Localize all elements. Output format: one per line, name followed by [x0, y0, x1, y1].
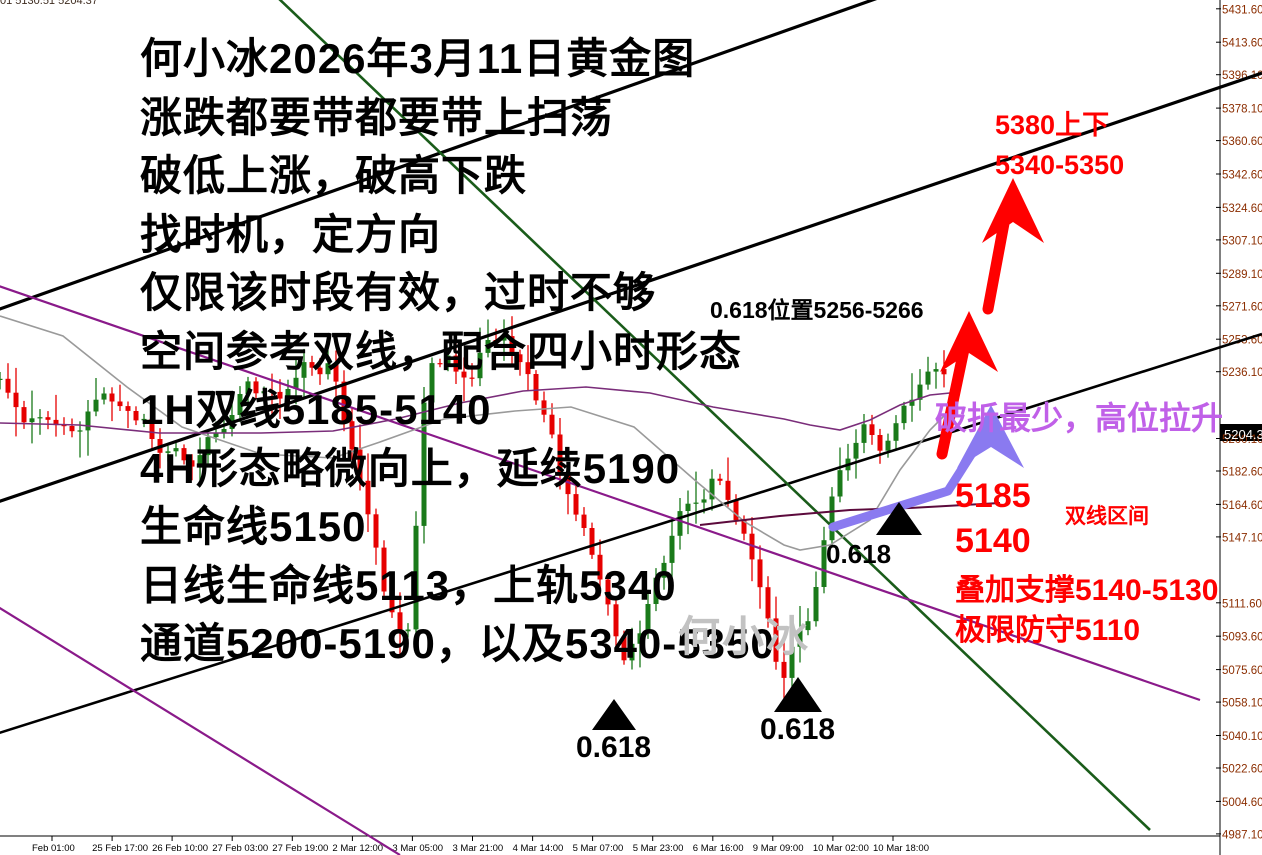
svg-text:5378.10: 5378.10	[1222, 104, 1262, 116]
svg-text:5004.60: 5004.60	[1222, 797, 1262, 809]
svg-text:10 Mar 02:00: 10 Mar 02:00	[813, 843, 869, 854]
svg-text:6 Mar 16:00: 6 Mar 16:00	[693, 843, 744, 854]
svg-text:25 Feb 17:00: 25 Feb 17:00	[92, 843, 148, 854]
svg-text:5271.60: 5271.60	[1222, 301, 1262, 313]
svg-text:5342.60: 5342.60	[1222, 170, 1262, 182]
svg-text:5236.10: 5236.10	[1222, 367, 1262, 379]
svg-text:5022.60: 5022.60	[1222, 764, 1262, 776]
svg-text:Feb 01:00: Feb 01:00	[32, 843, 75, 854]
svg-text:5289.10: 5289.10	[1222, 269, 1262, 281]
svg-text:5307.10: 5307.10	[1222, 235, 1262, 247]
svg-text:0.618: 0.618	[760, 713, 835, 746]
svg-text:9 Mar 09:00: 9 Mar 09:00	[753, 843, 804, 854]
svg-text:27 Feb 03:00: 27 Feb 03:00	[212, 843, 268, 854]
svg-text:5058.10: 5058.10	[1222, 698, 1262, 710]
svg-text:5075.60: 5075.60	[1222, 665, 1262, 677]
svg-text:0.618: 0.618	[826, 539, 891, 569]
svg-text:5413.60: 5413.60	[1222, 38, 1262, 50]
svg-text:5182.60: 5182.60	[1222, 467, 1262, 479]
svg-text:5111.60: 5111.60	[1222, 598, 1262, 610]
svg-text:27 Feb 19:00: 27 Feb 19:00	[272, 843, 328, 854]
svg-text:3 Mar 21:00: 3 Mar 21:00	[453, 843, 504, 854]
svg-text:5 Mar 23:00: 5 Mar 23:00	[633, 843, 684, 854]
svg-text:5 Mar 07:00: 5 Mar 07:00	[573, 843, 624, 854]
svg-text:5147.10: 5147.10	[1222, 532, 1262, 544]
svg-text:5040.10: 5040.10	[1222, 731, 1262, 743]
svg-text:5164.60: 5164.60	[1222, 500, 1262, 512]
svg-text:3 Mar 05:00: 3 Mar 05:00	[392, 843, 443, 854]
svg-text:5431.60: 5431.60	[1222, 4, 1262, 16]
svg-text:2 Mar 12:00: 2 Mar 12:00	[332, 843, 383, 854]
svg-text:4 Mar 14:00: 4 Mar 14:00	[513, 843, 564, 854]
svg-text:26 Feb 10:00: 26 Feb 10:00	[152, 843, 208, 854]
svg-text:0.618: 0.618	[576, 731, 651, 764]
svg-text:10 Mar 18:00: 10 Mar 18:00	[873, 843, 929, 854]
svg-text:5324.60: 5324.60	[1222, 203, 1262, 215]
svg-text:4987.10: 4987.10	[1222, 829, 1262, 841]
svg-text:5093.60: 5093.60	[1222, 632, 1262, 644]
svg-text:5360.60: 5360.60	[1222, 136, 1262, 148]
